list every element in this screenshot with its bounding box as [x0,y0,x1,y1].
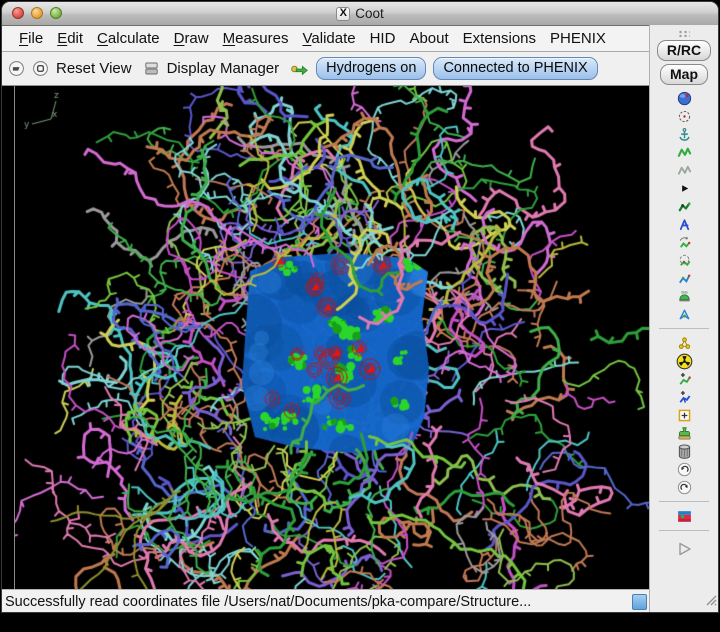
rotate-translate-icon [677,217,692,232]
regularize-zone-button[interactable] [650,161,718,179]
place-atom-button[interactable] [650,406,718,424]
mutate-residue-icon [677,336,692,351]
edit-chi-angles-icon [677,271,692,286]
phenix-connected-button[interactable]: Connected to PHENIX [433,57,598,80]
map-button[interactable]: Map [660,64,708,85]
resize-grip[interactable] [703,592,717,611]
auto-fit-rotamer-button[interactable] [650,233,718,251]
redo-button[interactable] [650,478,718,496]
status-bar: Successfully read coordinates file /User… [2,589,650,612]
add-terminal-residue-icon [677,372,692,387]
add-alt-conf-icon [677,390,692,405]
rigid-body-fit-icon [677,199,692,214]
rotate-translate-button[interactable] [650,215,718,233]
delete-item-icon [676,443,693,460]
molecule-viewport[interactable] [14,86,651,589]
recentre-target-button[interactable] [650,107,718,125]
flip-sidechain-180-icon: Side [677,289,692,304]
menu-file[interactable]: File [19,30,44,47]
menu-about[interactable]: About [409,30,449,47]
run-refmac-icon [676,508,693,525]
menu-edit[interactable]: Edit [57,30,84,47]
regularize-zone-icon [677,163,692,178]
more-tools-icon [677,181,692,196]
model-tools-column: Side [650,89,718,562]
more-tools-button[interactable] [650,179,718,197]
display-manager-icon [143,60,160,77]
mutate-residue-button[interactable] [650,334,718,352]
menu-calculate[interactable]: Calculate [97,30,160,47]
svg-text:Side: Side [681,290,688,294]
view-sphere-button[interactable] [650,89,718,107]
simple-mutate-button[interactable] [650,352,718,370]
menu-bar: File Edit Calculate Draw Measures Validate HID… [2,26,650,52]
tools-separator [659,328,709,329]
rrc-button[interactable]: R/RC [656,40,712,61]
window-title: Coot [355,6,384,21]
rigid-body-fit-button[interactable] [650,197,718,215]
tools-separator [659,501,709,502]
window-title-wrap: X Coot [336,6,384,21]
flip-sidechain-180-button[interactable]: Side [650,287,718,305]
run-refmac-button[interactable] [650,507,718,525]
edit-chi-angles-button[interactable] [650,269,718,287]
coot-window: X Coot File Edit Calculate Draw Measures Vali… [2,2,718,612]
titlebar[interactable]: X Coot [2,2,718,26]
menu-measures[interactable]: Measures [222,30,289,47]
add-terminal-residue-button[interactable] [650,370,718,388]
minimize-button[interactable] [31,7,43,19]
place-atom-icon [677,408,692,423]
display-manager-button[interactable]: Display Manager [166,60,280,77]
status-progress-chip [632,593,647,610]
menu-hid[interactable]: HID [369,30,396,47]
hydrogens-toggle-button[interactable]: Hydrogens on [316,57,427,80]
circle-square-button[interactable] [32,60,49,77]
traffic-lights [12,7,62,19]
jed-flip-button[interactable] [650,305,718,323]
close-button[interactable] [12,7,24,19]
rotamers-icon [677,253,692,268]
add-alt-conf-button[interactable] [650,388,718,406]
panel-grip[interactable] [678,30,690,37]
auto-fit-rotamer-icon [677,235,692,250]
menu-draw[interactable]: Draw [173,30,209,47]
rotamers-button[interactable] [650,251,718,269]
menu-phenix[interactable]: PHENIX [550,30,606,47]
x11-icon: X [336,6,351,21]
recentre-target-icon [677,109,692,124]
menu-validate[interactable]: Validate [302,30,356,47]
undo-button[interactable] [650,460,718,478]
circle-folder-button[interactable] [8,60,25,77]
anchor-restraints-icon [677,127,692,142]
viewport-area [2,86,651,589]
anchor-restraints-button[interactable] [650,125,718,143]
redo-icon [677,480,692,495]
delete-item-button[interactable] [650,442,718,460]
reset-view-button[interactable]: Reset View [56,60,132,77]
tools-separator [659,530,709,531]
right-panel: R/RC Map Side [649,25,718,612]
jed-flip-icon [677,307,692,322]
real-space-refine-button[interactable] [650,143,718,161]
status-message: Successfully read coordinates file /User… [5,593,532,610]
simple-mutate-icon [676,353,693,370]
real-space-refine-icon [677,145,692,160]
menu-extensions[interactable]: Extensions [462,30,537,47]
hydrogens-arrow-icon[interactable] [290,61,309,76]
view-sphere-icon [677,91,692,106]
find-waters-button[interactable] [650,424,718,442]
play-icon [674,539,694,559]
zoom-button[interactable] [50,7,62,19]
main-toolbar: Reset View Display Manager Hydrogens on … [2,52,650,86]
play-button[interactable] [650,536,718,562]
undo-icon [677,462,692,477]
find-waters-icon [677,426,692,441]
